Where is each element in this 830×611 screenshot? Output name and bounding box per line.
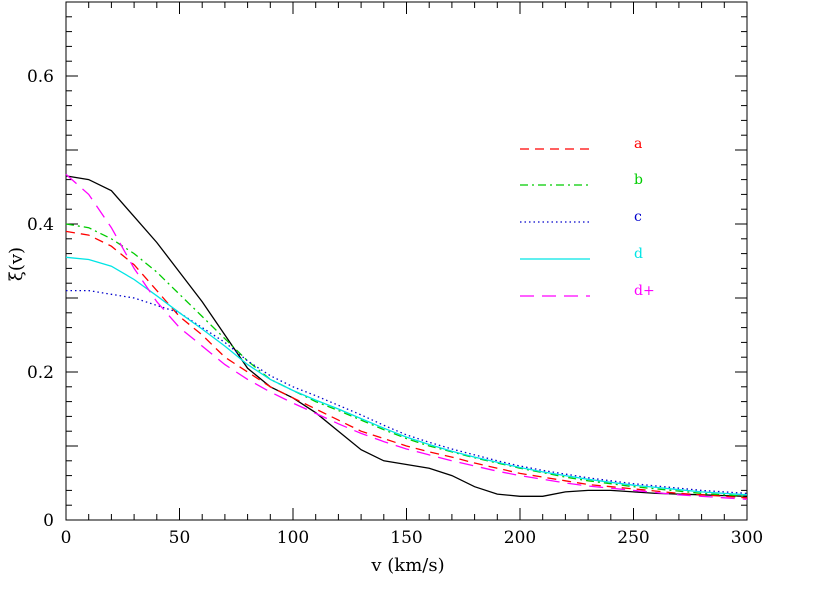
- legend: a b c d d+: [520, 136, 655, 299]
- series-line-c: [66, 289, 748, 495]
- x-tick-label: 300: [731, 528, 763, 548]
- series-line-d+: [65, 173, 748, 500]
- x-tick-label: 100: [277, 528, 309, 548]
- plot-frame: [65, 1, 748, 521]
- axis-ticks: [65, 1, 748, 521]
- curves: [65, 173, 748, 500]
- series-line-d: [65, 256, 748, 496]
- data-curve-black: [65, 175, 748, 497]
- legend-label-b: b: [634, 172, 643, 188]
- series-line-a: [65, 230, 748, 499]
- tick-labels: 0 50 100 150 200 250 300 0 0.2 0.4 0.6: [27, 67, 763, 548]
- series-line-b: [65, 223, 748, 497]
- y-tick-label: 0.2: [27, 363, 54, 383]
- legend-label-c: c: [634, 209, 642, 225]
- legend-label-d+: d+: [634, 283, 655, 299]
- x-tick-label: 250: [617, 528, 649, 548]
- y-axis-label: ξ(v): [6, 247, 27, 281]
- x-tick-label: 0: [61, 528, 72, 548]
- legend-label-a: a: [634, 136, 642, 152]
- x-tick-label: 200: [504, 528, 536, 548]
- legend-label-d: d: [634, 246, 643, 262]
- y-tick-label: 0.6: [27, 67, 54, 87]
- x-tick-label: 50: [169, 528, 191, 548]
- x-axis-label: v (km/s): [370, 555, 444, 576]
- y-tick-label: 0: [43, 511, 54, 531]
- x-tick-label: 150: [390, 528, 422, 548]
- y-tick-label: 0.4: [27, 215, 54, 235]
